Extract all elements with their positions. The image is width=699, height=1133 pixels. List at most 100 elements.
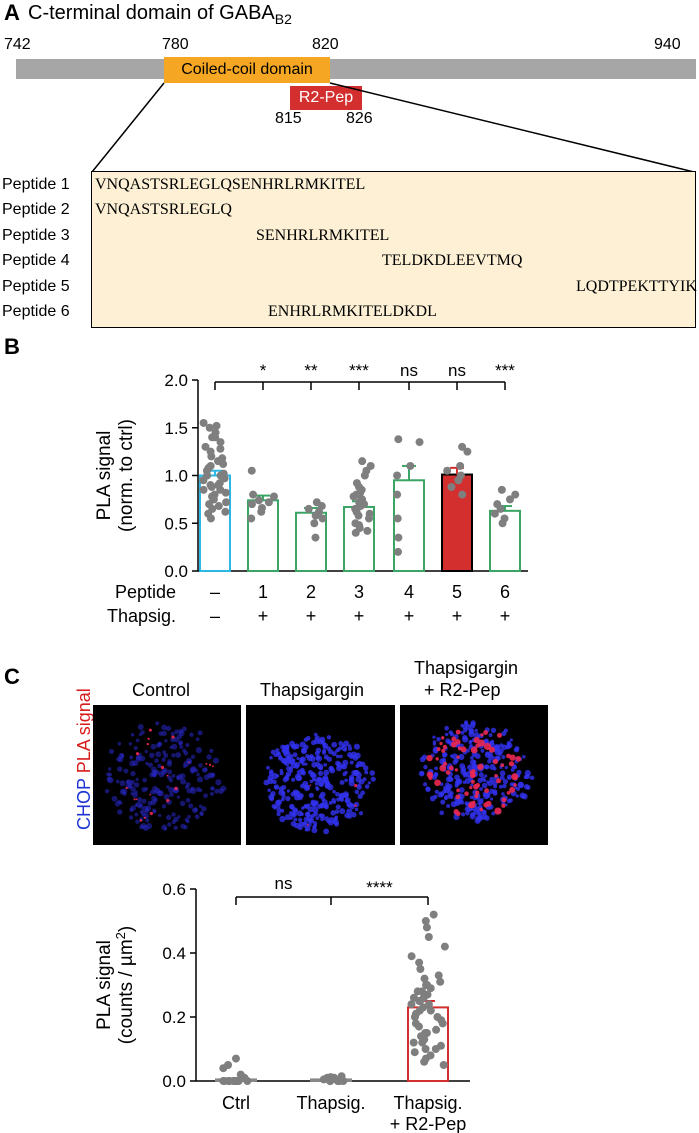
cell-dot — [318, 765, 324, 771]
y-tick-label-b: 1.5 — [164, 419, 188, 438]
cell-dot — [473, 732, 480, 739]
data-point-c — [225, 1077, 234, 1085]
cell-dot — [304, 828, 309, 832]
pla-dot — [460, 746, 467, 753]
cell-dot — [198, 763, 203, 768]
cell-dot — [467, 764, 473, 771]
cell-dot — [296, 769, 303, 776]
cell-dot — [161, 824, 168, 831]
pla-dot — [149, 793, 152, 796]
cell-dot — [199, 812, 204, 817]
y-tick-label-b: 1.0 — [164, 467, 188, 486]
cell-dot — [163, 794, 170, 800]
significance-label-c: ns — [275, 874, 293, 893]
cell-dot — [162, 767, 168, 774]
chart-c: 0.0 0.2 0.4 0.6 PLA signal (counts / µm2) ns **… — [94, 874, 470, 1133]
cell-dot — [194, 768, 199, 773]
pos-820: 820 — [312, 36, 339, 53]
cell-dot — [332, 789, 336, 794]
cell-dot — [150, 743, 157, 750]
cell-dot — [329, 767, 336, 774]
cell-dot — [509, 738, 513, 742]
data-point-c — [424, 1000, 433, 1009]
cell-dot — [122, 791, 127, 796]
data-point-b — [365, 509, 374, 518]
cell-dot — [158, 771, 165, 778]
pla-dot — [166, 774, 169, 777]
pla-dot — [426, 754, 433, 762]
peptide-row-value: 6 — [500, 582, 510, 602]
cell-dot — [321, 741, 327, 747]
cell-dot — [522, 754, 526, 759]
cell-dot — [325, 781, 331, 787]
data-point-b — [264, 498, 273, 507]
cell-dot — [111, 795, 118, 802]
data-point-c — [420, 974, 429, 983]
pla-dot — [435, 757, 439, 761]
cell-dot — [215, 779, 222, 786]
data-point-b — [366, 461, 375, 470]
cell-dot — [293, 761, 301, 768]
cell-dot — [347, 746, 353, 751]
pla-dot — [500, 763, 505, 768]
cell-dot — [444, 732, 449, 737]
cell-dot — [152, 809, 157, 814]
y-axis-label-c-2-sup: 2 — [113, 932, 128, 939]
cell-dot — [154, 758, 159, 763]
pos-815: 815 — [275, 110, 302, 127]
cell-dot — [188, 803, 194, 809]
cell-dot — [335, 754, 340, 759]
cell-dot — [506, 774, 513, 780]
cell-dot — [314, 781, 319, 786]
data-point-c — [410, 1048, 419, 1057]
cell-dot — [157, 790, 164, 797]
cell-dot — [171, 773, 176, 778]
cell-dot — [206, 754, 212, 760]
cell-dot — [339, 797, 345, 802]
data-point-b — [393, 471, 402, 480]
cell-dot — [326, 756, 332, 762]
data-point-c — [426, 1051, 435, 1060]
pla-dot — [501, 803, 506, 808]
cell-dot — [459, 763, 466, 769]
thapsig-row-value: + — [404, 606, 415, 626]
cell-dot — [161, 757, 166, 762]
cell-dot — [311, 739, 317, 746]
data-point-b — [393, 514, 402, 523]
cell-dot — [177, 815, 181, 819]
cell-dot — [421, 754, 428, 760]
data-point-b — [511, 490, 520, 499]
cell-dot — [292, 789, 299, 796]
cell-dot — [447, 783, 453, 790]
pla-dot — [484, 788, 490, 794]
cell-dot — [155, 721, 160, 726]
cell-dot — [519, 792, 526, 799]
y-tick-label-c: 0.6 — [162, 880, 186, 899]
cell-dot — [114, 801, 121, 807]
cell-dot — [323, 828, 330, 835]
pla-dot — [468, 803, 473, 808]
data-point-b — [203, 471, 212, 480]
cell-dot — [119, 780, 126, 787]
panel-a-title: C-terminal domain of GABAB2 — [28, 2, 292, 27]
cell-dot — [157, 763, 162, 769]
cell-dot — [462, 736, 469, 743]
pla-dot — [434, 779, 441, 787]
cell-dot — [458, 787, 465, 793]
pla-dot — [501, 797, 507, 803]
cell-dot — [523, 775, 528, 780]
cell-dot — [298, 758, 304, 764]
x-tick-label-c: Thapsig. — [296, 1093, 365, 1113]
data-point-b — [394, 533, 403, 542]
cell-dot — [322, 748, 327, 753]
y-tick-label-c: 0.0 — [162, 1072, 186, 1091]
cell-dot — [506, 741, 511, 746]
peptide-row-value: 1 — [258, 582, 268, 602]
data-point-b — [458, 442, 467, 451]
cell-dot — [297, 794, 303, 801]
data-point-b — [363, 526, 372, 535]
cell-dot — [353, 801, 360, 808]
cell-dot — [452, 759, 458, 765]
cell-dot — [155, 751, 162, 758]
data-point-b — [393, 490, 402, 499]
